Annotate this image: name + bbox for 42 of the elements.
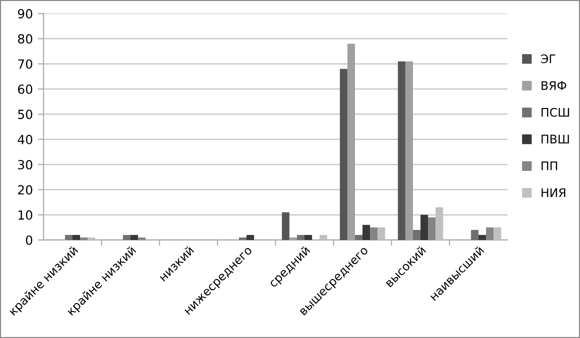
y-tick-label: 90 xyxy=(18,8,32,18)
y-tick-label: 10 xyxy=(18,210,32,220)
bar xyxy=(246,234,254,240)
bar xyxy=(412,230,420,240)
bar xyxy=(122,234,130,240)
legend-label: ПСШ xyxy=(542,108,570,117)
y-tick-label: 60 xyxy=(18,84,32,94)
legend-label: ПП xyxy=(542,162,558,170)
legend-label: ВЯФ xyxy=(542,81,566,90)
legend-label: ЭГ xyxy=(541,54,556,64)
bar xyxy=(304,234,312,240)
bar xyxy=(64,234,72,240)
bar xyxy=(282,212,290,240)
bar xyxy=(296,234,304,240)
y-tick-label: 70 xyxy=(18,59,32,69)
y-tick-label: 40 xyxy=(18,134,32,144)
bar xyxy=(378,227,386,240)
bar xyxy=(320,234,328,240)
y-tick-label: 20 xyxy=(18,185,32,195)
y-tick-label: 30 xyxy=(18,160,32,170)
bar xyxy=(420,214,428,240)
bar xyxy=(238,237,246,240)
bar xyxy=(486,227,494,240)
bar xyxy=(470,230,478,240)
bar xyxy=(80,237,88,240)
y-tick-label: 50 xyxy=(18,110,32,120)
bar xyxy=(354,234,362,240)
bar xyxy=(370,227,378,240)
bar xyxy=(428,217,436,240)
legend-label: НИЯ xyxy=(542,188,566,197)
legend-label: ПВШ xyxy=(542,134,569,144)
bar xyxy=(478,234,486,240)
bar xyxy=(138,237,146,240)
y-tick-label: 80 xyxy=(18,34,32,44)
bar xyxy=(494,227,502,240)
bar xyxy=(362,224,370,240)
bar xyxy=(88,237,96,240)
bar xyxy=(340,68,348,240)
y-tick-label: 0 xyxy=(26,235,32,245)
bar xyxy=(72,234,80,240)
bar xyxy=(130,234,138,240)
bar xyxy=(398,61,406,240)
